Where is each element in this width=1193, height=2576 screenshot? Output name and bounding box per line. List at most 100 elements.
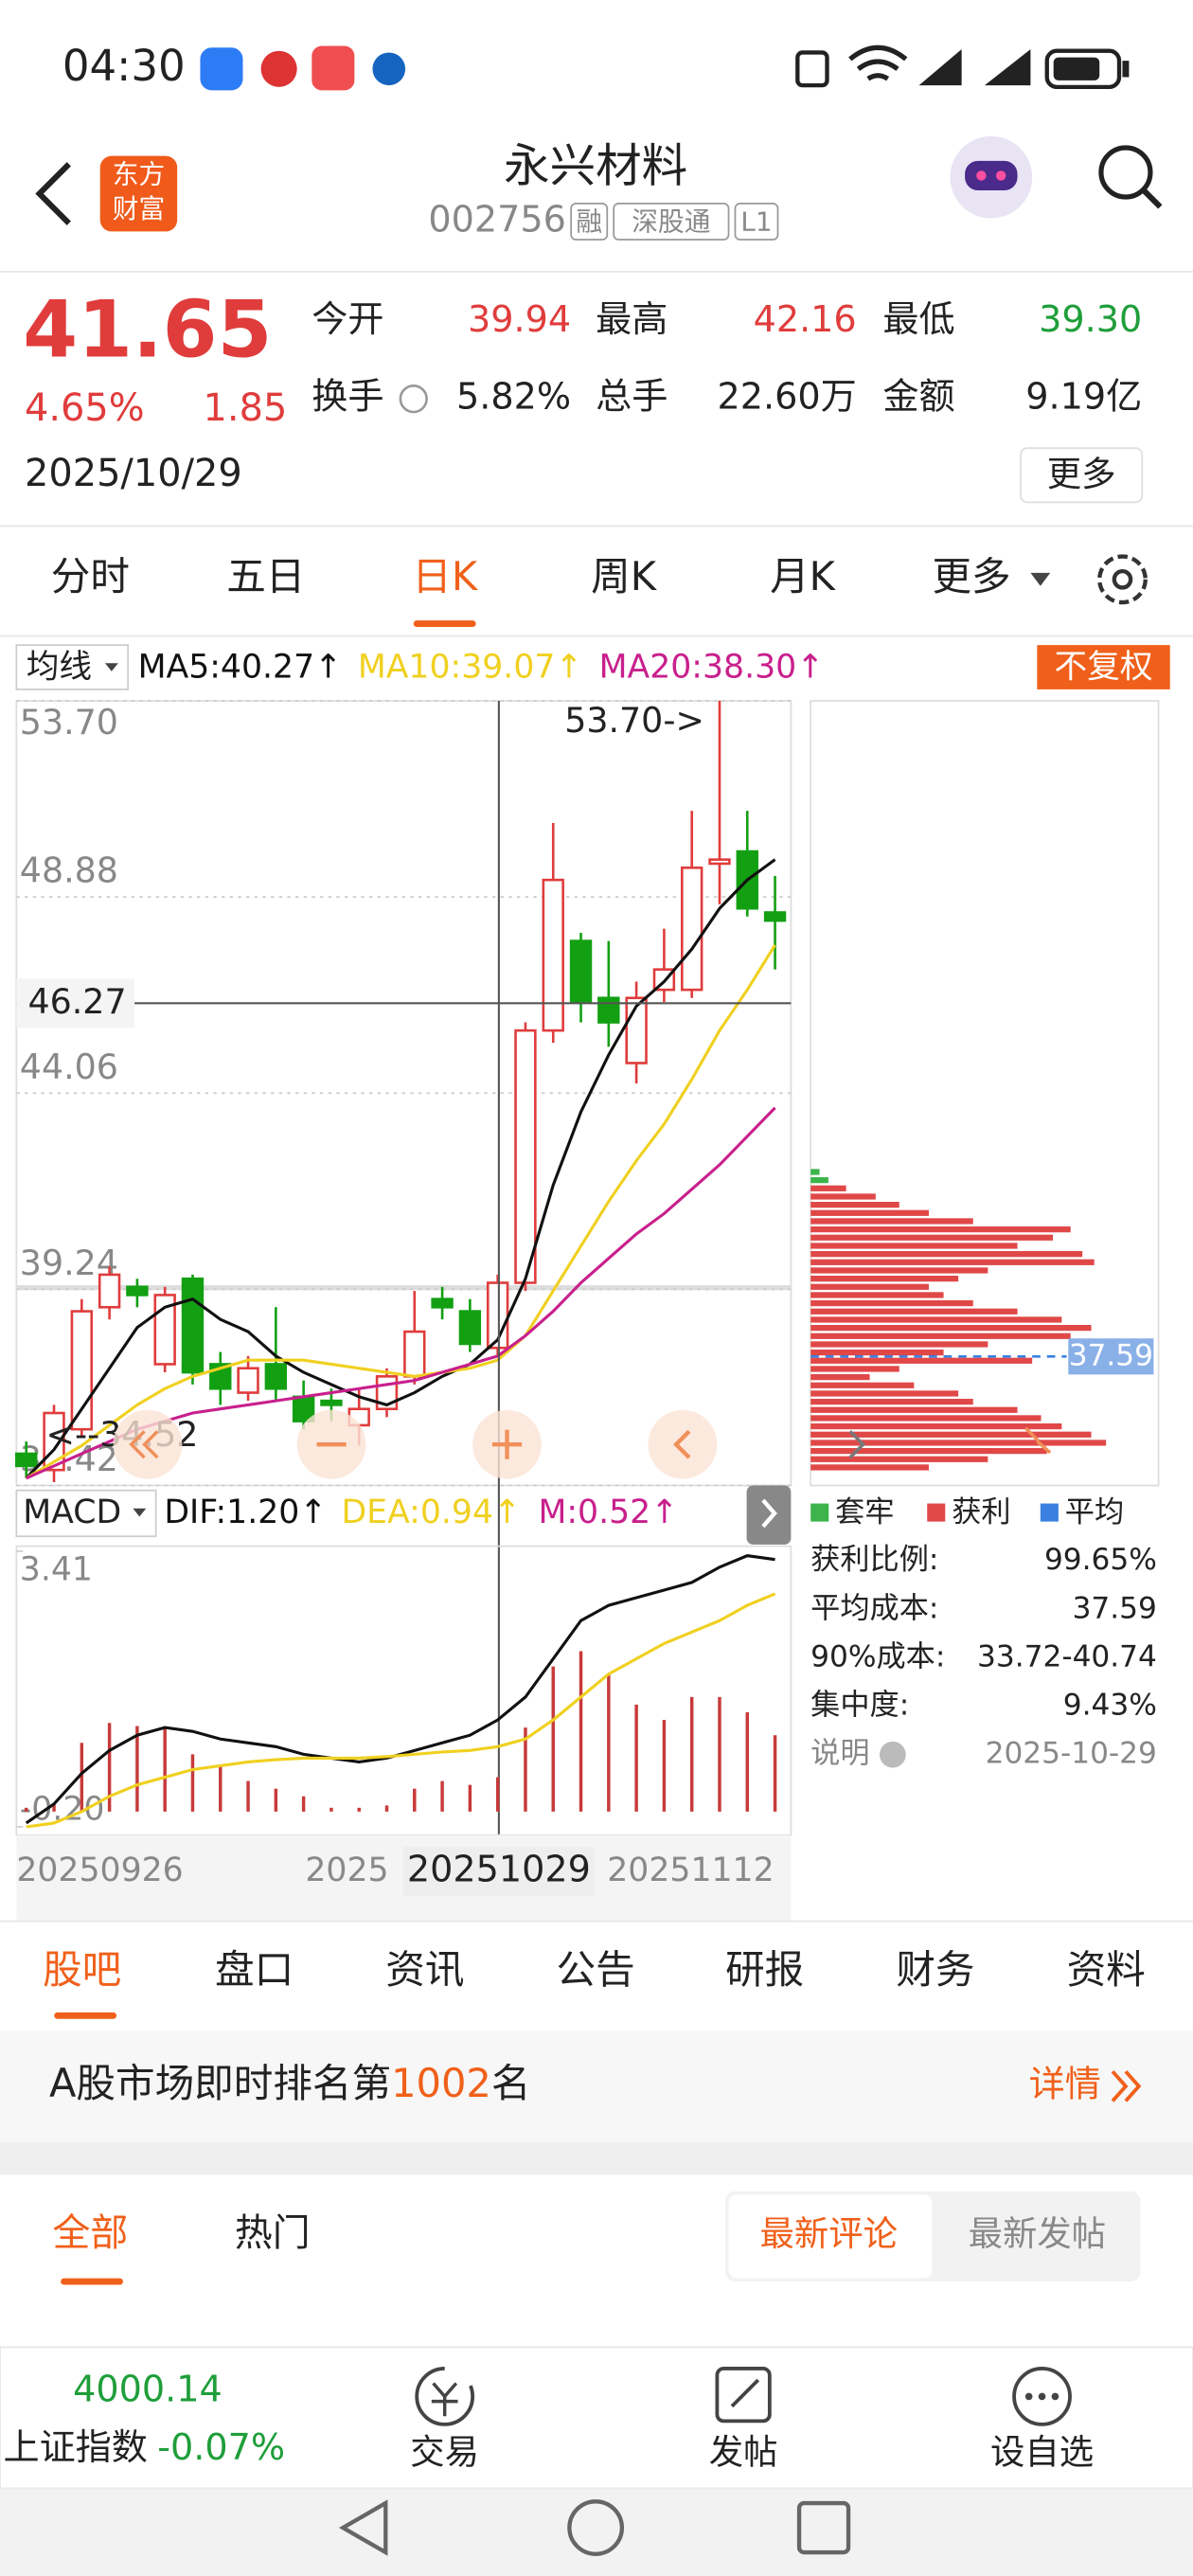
logo <box>99 155 178 232</box>
action-label[interactable]: 发帖 <box>709 2432 778 2473</box>
change-pct: 4.65% <box>25 386 145 430</box>
macd-bar <box>440 1780 444 1812</box>
divider <box>0 635 1193 637</box>
action-label[interactable]: 交易 <box>410 2432 479 2473</box>
period-tab[interactable]: 周K <box>591 553 658 599</box>
index-line[interactable]: 上证指数 -0.07% <box>3 2425 285 2467</box>
section-tab[interactable]: 研报 <box>725 1946 804 1993</box>
chip-bar <box>810 1308 1018 1315</box>
chip-bar <box>810 1415 1042 1422</box>
section-tab[interactable]: 股吧 <box>43 1946 121 1993</box>
macd-bar <box>662 1720 667 1812</box>
filter-tab[interactable]: 全部 <box>52 2211 128 2255</box>
chip-bar <box>810 1324 1092 1332</box>
macd-bar <box>413 1788 417 1812</box>
chip-bar <box>810 1357 1033 1364</box>
candle-body <box>320 1399 343 1406</box>
settings-button[interactable] <box>1097 554 1148 605</box>
macd-bar <box>745 1712 750 1812</box>
section-tab[interactable]: 盘口 <box>215 1946 294 1993</box>
field-label: 最低 <box>882 298 954 340</box>
candle-body <box>514 1029 537 1284</box>
ma-label: MA10:39.07↑ <box>358 648 583 686</box>
chip-bar <box>810 1316 1062 1323</box>
chart-controls[interactable] <box>113 1409 1052 1479</box>
last-price: 41.65 <box>23 283 272 375</box>
stat-label: 集中度: <box>810 1689 909 1723</box>
section-tab[interactable]: 资讯 <box>385 1946 464 1993</box>
chip-bar <box>810 1440 1107 1446</box>
adjust-button-label[interactable]: 不复权 <box>1055 648 1153 686</box>
macd-bar <box>357 1807 361 1812</box>
back-button[interactable] <box>35 162 71 225</box>
expand-arrow <box>761 1498 777 1529</box>
chip-bar <box>810 1202 899 1208</box>
logo-text: 东方 <box>113 158 165 189</box>
post-icon[interactable] <box>715 2367 772 2424</box>
filter-tab[interactable]: 热门 <box>235 2211 311 2255</box>
section-tab[interactable]: 公告 <box>557 1946 635 1993</box>
chip-bar <box>810 1431 1092 1438</box>
trade-icon[interactable] <box>415 2367 475 2426</box>
adjust-button[interactable] <box>1037 645 1170 689</box>
chip-bar <box>810 1366 899 1372</box>
field-value: 5.82% <box>456 376 571 418</box>
more-button-label[interactable]: 更多 <box>1047 454 1116 494</box>
tab-underline <box>61 2278 123 2285</box>
y-tick-label: 44.06 <box>20 1046 118 1087</box>
rank-link[interactable]: 详情 <box>1029 2063 1101 2104</box>
chip-bar <box>810 1341 988 1348</box>
chip-bar <box>810 1333 1071 1339</box>
more-button[interactable] <box>1020 447 1144 504</box>
index-value[interactable]: 4000.14 <box>73 2369 223 2410</box>
ma-label: MA20:38.30↑ <box>599 648 825 686</box>
ma-line <box>25 944 776 1480</box>
candle-body <box>70 1310 94 1431</box>
period-tab[interactable]: 五日 <box>226 553 305 599</box>
section-tabs: 股吧 盘口 资讯 公告 研报 财务 资料 <box>43 1946 1146 1993</box>
chip-bar <box>810 1234 1053 1241</box>
section-tab[interactable]: 资料 <box>1067 1946 1146 1993</box>
chip-frame <box>810 700 1160 1487</box>
sort-option[interactable]: 最新评论 <box>759 2213 898 2254</box>
quote-date: 2025/10/29 <box>25 452 242 495</box>
field-label: 最高 <box>596 298 668 340</box>
ma-label: MA5:40.27↑ <box>138 648 343 686</box>
field-label: 总手 <box>596 376 668 418</box>
action-label[interactable]: 设自选 <box>990 2432 1094 2473</box>
assistant-icon[interactable] <box>950 135 1033 219</box>
field-label: 换手 <box>312 376 383 418</box>
period-tab[interactable]: 日K <box>412 553 479 599</box>
chip-bar <box>810 1283 929 1290</box>
legend-label: 平均 <box>1065 1495 1124 1530</box>
sort-active <box>728 2194 933 2279</box>
chip-bar <box>810 1349 944 1356</box>
watchlist-icon[interactable] <box>1012 2367 1072 2426</box>
separator <box>0 2141 1193 2175</box>
expand-button[interactable] <box>746 1485 792 1545</box>
period-tab[interactable]: 更多 <box>932 553 1010 599</box>
ma-selector-label[interactable]: 均线 <box>27 648 92 686</box>
period-tab[interactable]: 月K <box>770 553 837 599</box>
section-tab[interactable]: 财务 <box>896 1946 974 1993</box>
candle-body <box>680 866 703 992</box>
chip-bar <box>810 1243 1018 1249</box>
macd-selector[interactable] <box>15 1489 157 1538</box>
candle-body <box>181 1277 205 1374</box>
search-button[interactable] <box>1098 145 1163 209</box>
info-icon <box>879 1741 906 1768</box>
macd-frame <box>15 1545 792 1836</box>
macd-bar <box>107 1723 112 1812</box>
badge <box>570 203 609 241</box>
ma-line <box>25 858 776 1479</box>
sort-option[interactable]: 最新发帖 <box>969 2213 1107 2254</box>
macd-selector-label[interactable]: MACD <box>23 1494 121 1531</box>
index-name: 上证指数 <box>3 2425 147 2467</box>
nav-recent[interactable] <box>796 2500 851 2555</box>
nav-home[interactable] <box>567 2499 625 2556</box>
period-tab[interactable]: 分时 <box>51 553 130 599</box>
nav-back[interactable] <box>338 2499 388 2556</box>
date-label: 20251029 <box>407 1848 591 1889</box>
